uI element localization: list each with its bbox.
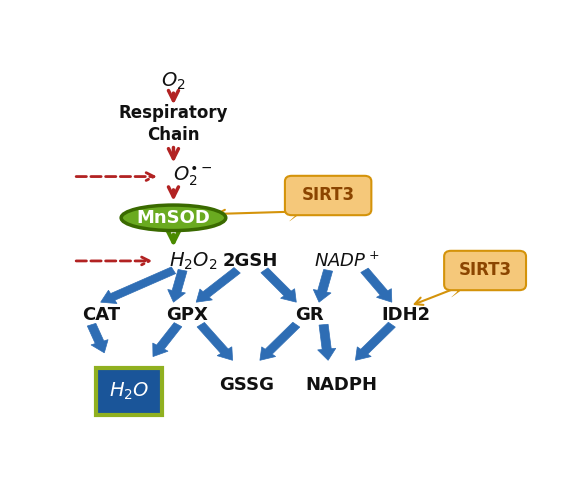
FancyBboxPatch shape xyxy=(285,176,372,215)
FancyBboxPatch shape xyxy=(444,251,526,290)
Polygon shape xyxy=(196,267,240,302)
Text: 2GSH: 2GSH xyxy=(223,252,278,270)
Polygon shape xyxy=(87,323,108,353)
Polygon shape xyxy=(261,268,296,302)
Text: Respiratory
Chain: Respiratory Chain xyxy=(119,104,228,144)
Text: $O_2$: $O_2$ xyxy=(161,70,185,92)
Text: $H_2O_2$: $H_2O_2$ xyxy=(169,250,217,272)
Text: GPX: GPX xyxy=(166,306,208,324)
FancyBboxPatch shape xyxy=(96,368,162,415)
Polygon shape xyxy=(361,268,392,302)
Polygon shape xyxy=(313,269,333,302)
Text: ⚡: ⚡ xyxy=(288,207,301,225)
Polygon shape xyxy=(197,322,232,360)
Polygon shape xyxy=(153,323,182,356)
Polygon shape xyxy=(356,322,395,360)
Text: SIRT3: SIRT3 xyxy=(458,262,512,280)
Polygon shape xyxy=(168,269,187,302)
Text: IDH2: IDH2 xyxy=(381,306,430,324)
Text: GSSG: GSSG xyxy=(219,375,274,393)
Text: $NADP^+$: $NADP^+$ xyxy=(313,251,379,271)
Text: MnSOD: MnSOD xyxy=(137,209,210,227)
Polygon shape xyxy=(318,324,336,360)
Polygon shape xyxy=(260,322,300,360)
Text: SIRT3: SIRT3 xyxy=(302,187,355,205)
Text: NADPH: NADPH xyxy=(306,375,378,393)
Polygon shape xyxy=(101,267,176,303)
Text: $O_2^{\bullet -}$: $O_2^{\bullet -}$ xyxy=(174,165,213,188)
Text: ⚡: ⚡ xyxy=(449,284,462,302)
Text: GR: GR xyxy=(296,306,324,324)
Text: CAT: CAT xyxy=(82,306,120,324)
Text: $H_2O$: $H_2O$ xyxy=(109,380,149,402)
Ellipse shape xyxy=(121,205,226,230)
